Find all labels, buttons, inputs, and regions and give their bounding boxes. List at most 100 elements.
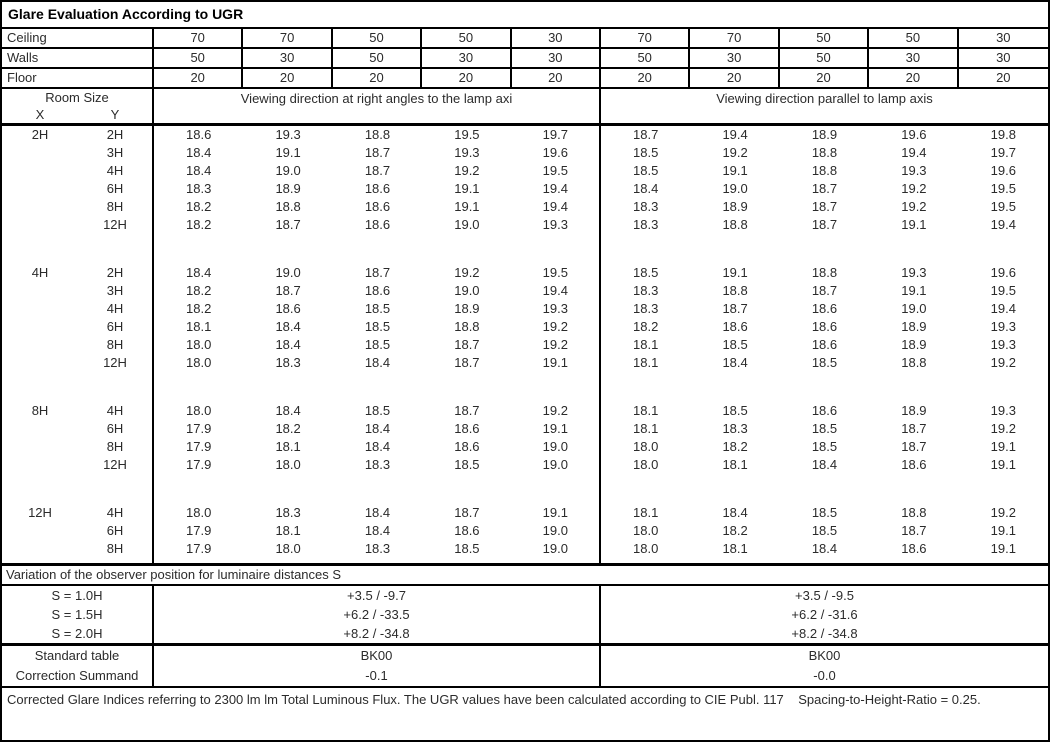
summary-left-value: -0.1 bbox=[154, 666, 601, 686]
ugr-value: 18.0 bbox=[633, 439, 659, 454]
ugr-value: 18.4 bbox=[811, 457, 838, 472]
gap-cell bbox=[154, 558, 601, 563]
ugr-value: 19.1 bbox=[512, 354, 601, 372]
surface-value: 20 bbox=[779, 69, 870, 89]
ugr-value: 18.7 bbox=[275, 283, 301, 298]
ugr-value: 18.2 bbox=[186, 199, 212, 214]
ugr-value: 18.6 bbox=[722, 319, 748, 334]
ugr-value: 18.5 bbox=[454, 541, 480, 556]
ugr-value: 18.8 bbox=[275, 199, 301, 214]
ugr-value: 18.3 bbox=[364, 457, 391, 472]
ugr-value: 19.1 bbox=[990, 541, 1016, 556]
ugr-value: 18.1 bbox=[275, 523, 301, 538]
ugr-row: 4H 18.4 19.0 18.7 19.2 19.5 18.5 19.1 18.8 19.3 19… bbox=[2, 162, 1048, 180]
ugr-value: 19.3 bbox=[990, 337, 1016, 352]
variation-s-label: S = 1.0H bbox=[2, 586, 154, 605]
room-y-label: 3H bbox=[78, 282, 154, 300]
surface-value: 50 bbox=[154, 49, 244, 69]
footer-note: Corrected Glare Indices referring to 230… bbox=[7, 692, 981, 707]
surface-value: 50 bbox=[779, 49, 870, 69]
variation-row: S = 1.5H +6.2 / -33.5 +6.2 / -31.6 bbox=[2, 605, 1048, 624]
ugr-row: 3H 18.2 18.7 18.6 19.0 19.4 18.3 18.8 18.7 19.1 19… bbox=[2, 282, 1048, 300]
ugr-value: 19.6 bbox=[990, 163, 1016, 178]
ugr-value: 18.6 bbox=[364, 283, 391, 298]
ugr-value: 19.1 bbox=[990, 439, 1016, 454]
ugr-value: 18.5 bbox=[364, 319, 391, 334]
ugr-value: 18.7 bbox=[811, 181, 838, 196]
room-x-label: 4H bbox=[31, 265, 49, 280]
room-y-label: 8H bbox=[78, 336, 154, 354]
ugr-value: 19.3 bbox=[990, 319, 1016, 334]
room-y-label: 8H bbox=[78, 198, 154, 216]
variation-right-value: +8.2 / -34.8 bbox=[791, 626, 858, 641]
ugr-value: 19.5 bbox=[512, 264, 601, 282]
ugr-value: 19.3 bbox=[512, 300, 601, 318]
ugr-value: 19.2 bbox=[454, 265, 480, 280]
summary-right-value: BK00 bbox=[808, 648, 841, 663]
ugr-value: 18.3 bbox=[186, 181, 212, 196]
ugr-value: 19.1 bbox=[512, 504, 601, 522]
ugr-value: 18.7 bbox=[364, 145, 391, 160]
variation-s-label: S = 2.0H bbox=[2, 624, 154, 643]
ugr-value: 18.0 bbox=[275, 541, 301, 556]
group-gap bbox=[2, 372, 1048, 402]
room-y-label: 8H bbox=[78, 540, 154, 558]
ugr-value: 19.1 bbox=[990, 523, 1016, 538]
surface-row: Floor 20 20 20 20 20 20 20 20 20 20 bbox=[2, 69, 1048, 89]
ugr-value: 19.1 bbox=[722, 265, 748, 280]
x-column-header: X bbox=[35, 107, 45, 122]
room-x-label bbox=[2, 300, 78, 318]
ugr-value: 19.6 bbox=[990, 265, 1016, 280]
ugr-value: 18.8 bbox=[901, 355, 927, 370]
ugr-value: 19.3 bbox=[990, 403, 1016, 418]
variation-left-value: +8.2 / -34.8 bbox=[154, 624, 601, 643]
surface-value: 50 bbox=[332, 29, 423, 49]
room-y-label: 4H bbox=[78, 402, 154, 420]
ugr-value: 18.5 bbox=[722, 403, 748, 418]
ugr-value: 18.1 bbox=[633, 355, 659, 370]
ugr-value: 18.4 bbox=[186, 265, 212, 280]
ugr-row: 8H 18.2 18.8 18.6 19.1 19.4 18.3 18.9 18.7 19.2 19… bbox=[2, 198, 1048, 216]
room-x-label bbox=[2, 318, 78, 336]
ugr-value: 18.6 bbox=[364, 217, 391, 232]
summary-right-value: -0.0 bbox=[813, 668, 836, 683]
surface-value: 50 bbox=[869, 29, 959, 49]
ugr-value: 18.7 bbox=[633, 127, 659, 142]
xy-header-row: X Y bbox=[2, 107, 152, 122]
room-x-label bbox=[2, 522, 78, 540]
surface-value: 20 bbox=[154, 69, 244, 89]
ugr-value: 18.3 bbox=[722, 421, 748, 436]
surface-value: 20 bbox=[511, 69, 601, 89]
variation-right-value: +3.5 / -9.5 bbox=[795, 588, 854, 603]
ugr-value: 19.5 bbox=[512, 162, 601, 180]
room-x-label bbox=[2, 180, 78, 198]
room-x-label: 8H bbox=[31, 403, 49, 418]
ugr-value: 17.9 bbox=[186, 421, 212, 436]
surface-value: 20 bbox=[332, 69, 423, 89]
ugr-value: 19.5 bbox=[990, 283, 1016, 298]
ugr-value: 18.4 bbox=[275, 319, 301, 334]
ugr-value: 18.4 bbox=[186, 163, 212, 178]
room-y-label: 6H bbox=[78, 318, 154, 336]
ugr-value: 18.1 bbox=[722, 457, 748, 472]
group-gap bbox=[2, 474, 1048, 504]
ugr-value: 19.4 bbox=[512, 282, 601, 300]
surface-value: 50 bbox=[332, 49, 423, 69]
room-x-label bbox=[2, 456, 78, 474]
ugr-value: 18.0 bbox=[633, 523, 659, 538]
ugr-value: 18.8 bbox=[454, 319, 480, 334]
ugr-value: 18.8 bbox=[722, 217, 748, 232]
room-y-label: 4H bbox=[78, 162, 154, 180]
room-x-label bbox=[2, 540, 78, 558]
gap-cell bbox=[2, 474, 154, 504]
ugr-row: 6H 17.9 18.1 18.4 18.6 19.0 18.0 18.2 18.5 18.7 19… bbox=[2, 522, 1048, 540]
ugr-value: 18.8 bbox=[811, 145, 838, 160]
ugr-value: 19.5 bbox=[990, 199, 1016, 214]
group-gap bbox=[2, 558, 1048, 563]
gap-cell bbox=[154, 474, 601, 504]
room-x-label bbox=[2, 144, 78, 162]
ugr-row: 8H 4H 18.0 18.4 18.5 18.7 19.2 18.1 18.5 18.6 18.9… bbox=[2, 402, 1048, 420]
room-y-label: 6H bbox=[78, 180, 154, 198]
ugr-value: 18.6 bbox=[454, 421, 480, 436]
ugr-row: 8H 17.9 18.0 18.3 18.5 19.0 18.0 18.1 18.4 18.6 19… bbox=[2, 540, 1048, 558]
